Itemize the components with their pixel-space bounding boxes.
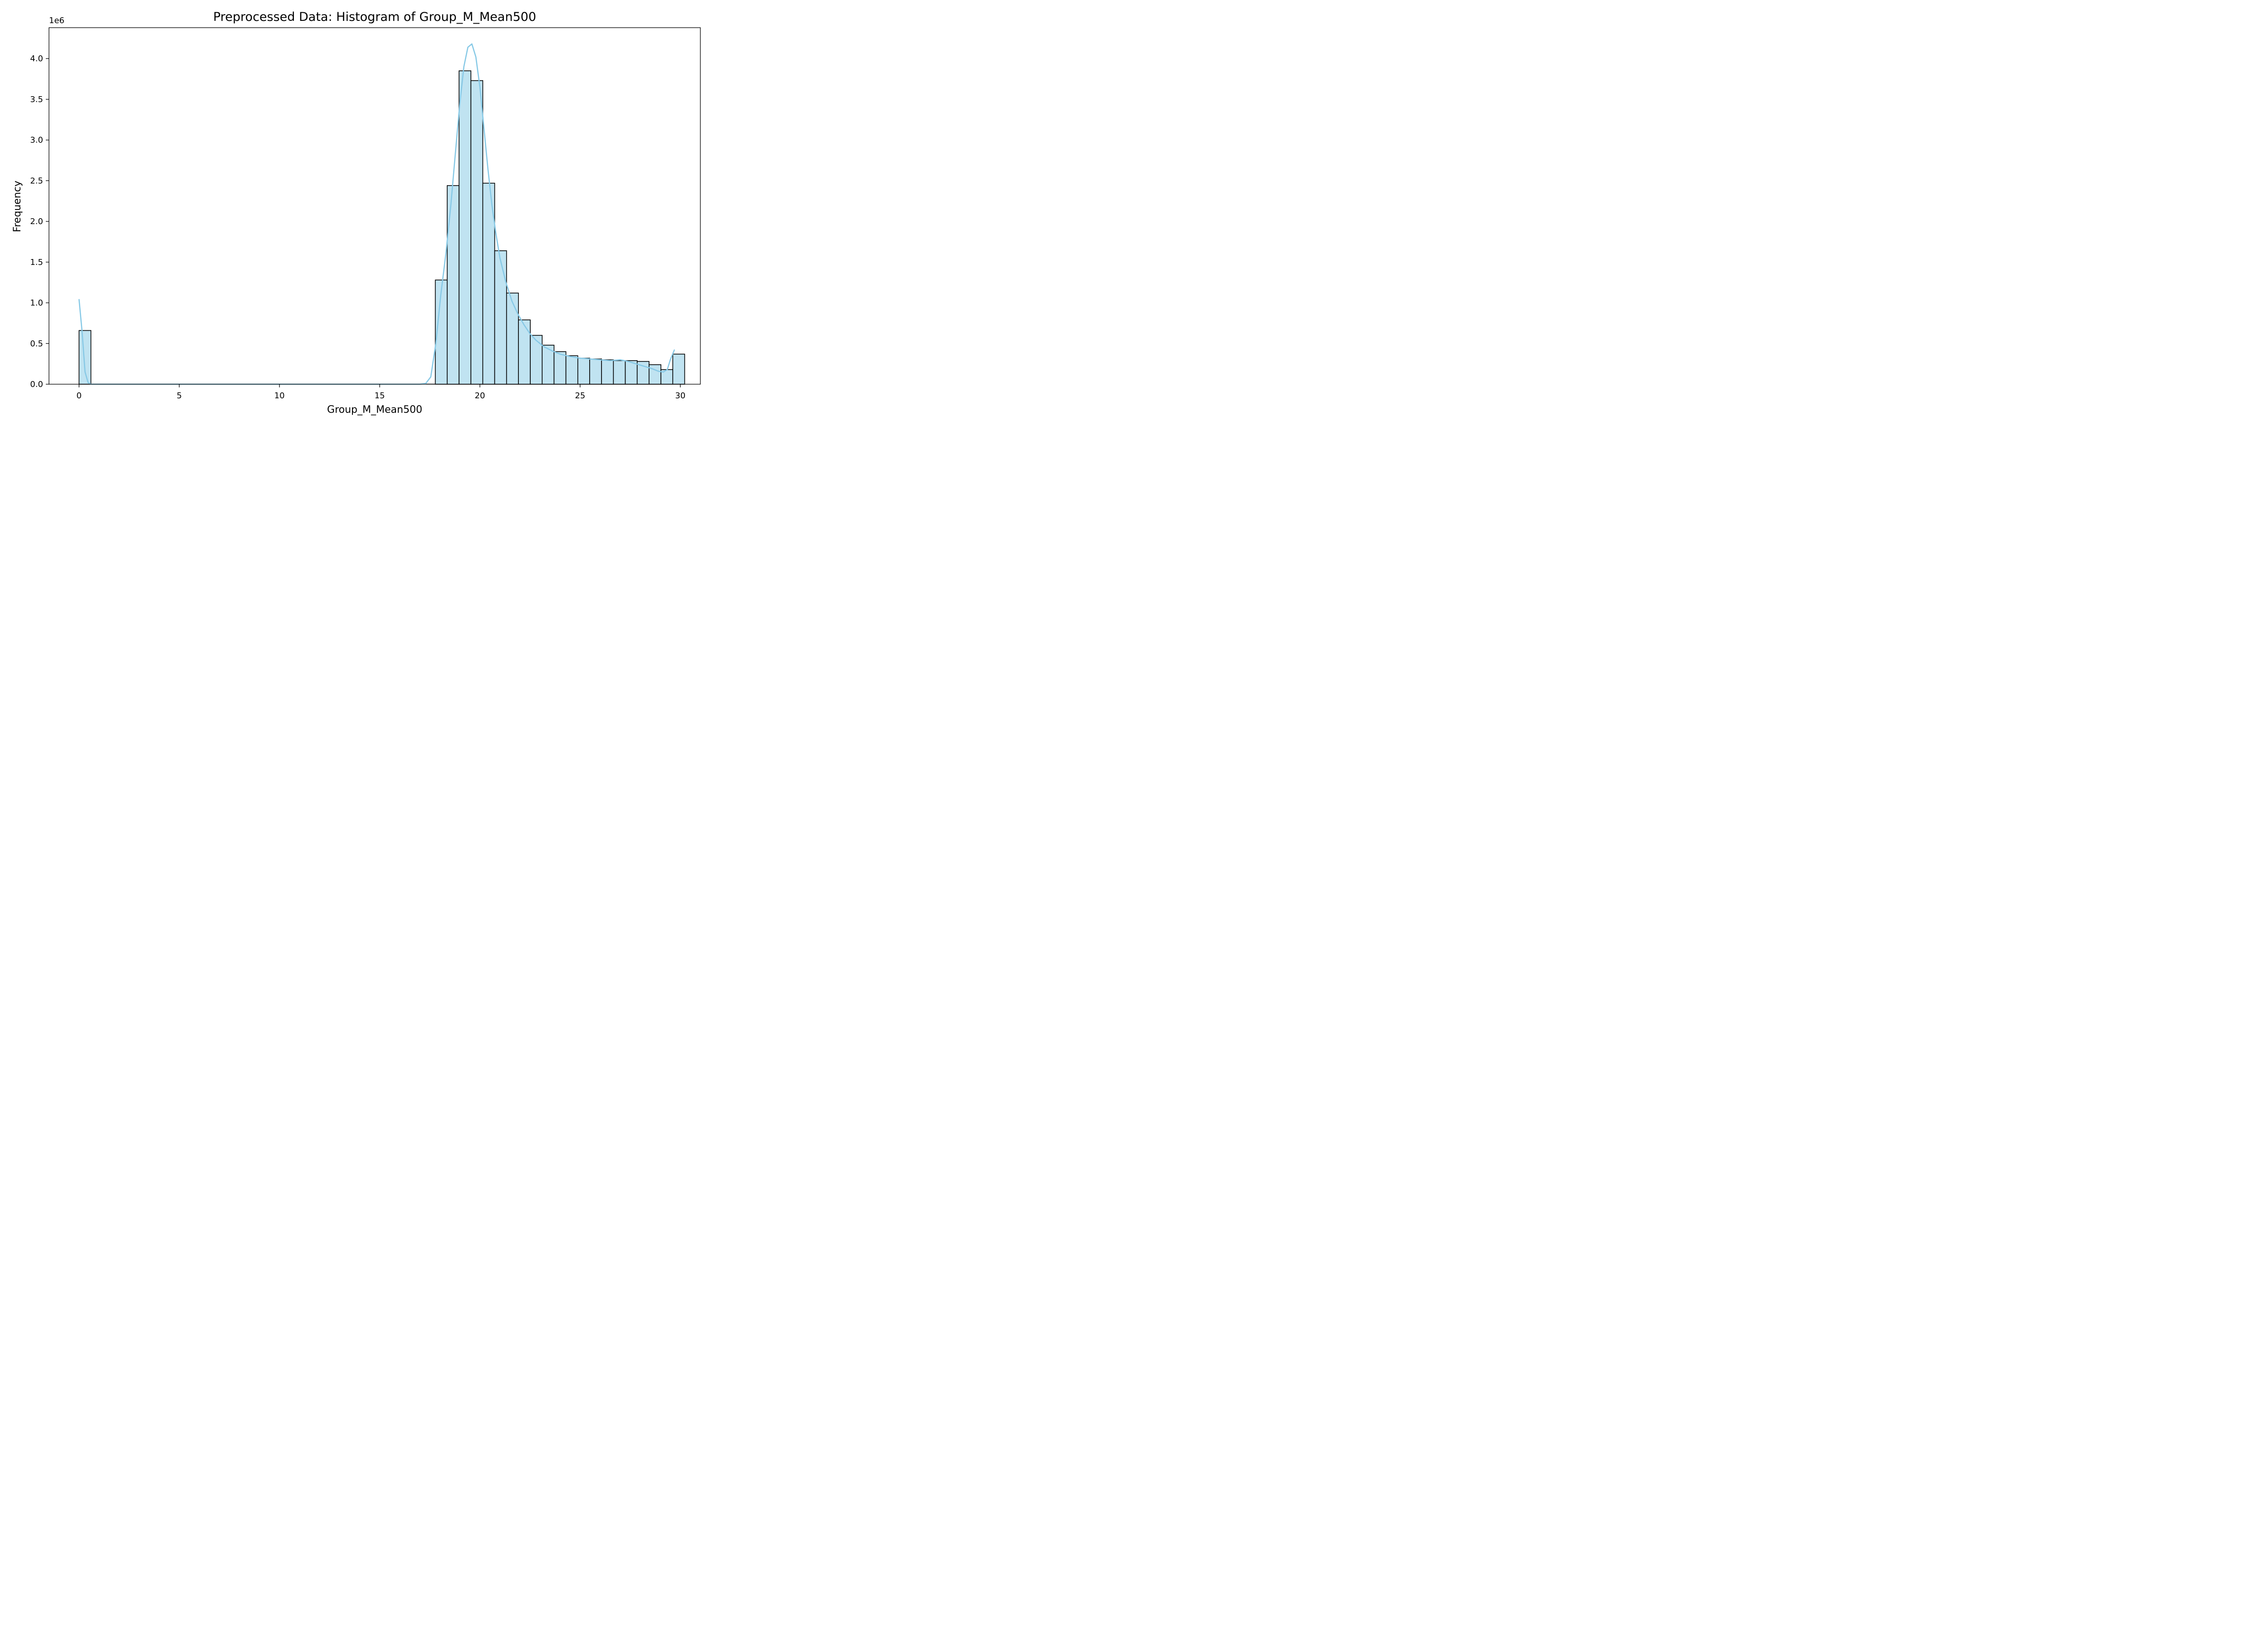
x-axis-ticks: 0 5 10 15 20 25 30: [77, 384, 685, 401]
histogram-chart: Preprocessed Data: Histogram of Group_M_…: [0, 0, 711, 426]
histogram-bar: [649, 364, 661, 385]
figure-background: [0, 0, 711, 426]
histogram-bar: [518, 319, 531, 385]
histogram-bar: [530, 335, 543, 385]
histogram-bar: [589, 358, 602, 385]
x-tick-label: 0: [77, 391, 82, 401]
x-tick-label: 25: [575, 391, 585, 401]
histogram-bar: [494, 250, 507, 385]
histogram-bar: [482, 182, 495, 385]
histogram-bar: [625, 360, 638, 385]
y-tick-label: 0.5: [30, 339, 43, 348]
histogram-bar: [565, 355, 578, 385]
y-tick-label: 1.5: [30, 258, 43, 267]
y-tick-label: 2.0: [30, 217, 43, 226]
histogram-bar: [506, 293, 519, 385]
histogram-bar: [447, 185, 459, 385]
x-tick-label: 10: [274, 391, 285, 401]
histogram-bar: [577, 357, 590, 385]
y-axis-offset-label: 1e6: [49, 16, 64, 25]
x-tick-label: 20: [475, 391, 485, 401]
y-tick-label: 3.0: [30, 136, 43, 145]
x-tick-label: 30: [675, 391, 685, 401]
plot-frame: [49, 27, 701, 385]
chart-title: Preprocessed Data: Histogram of Group_M_…: [213, 10, 536, 24]
histogram-bar: [542, 345, 555, 385]
histogram-bar: [553, 351, 567, 385]
histogram-bar: [470, 80, 484, 385]
x-tick-label: 5: [176, 391, 181, 401]
y-tick-label: 1.0: [30, 298, 43, 308]
histogram-bar: [78, 330, 92, 385]
y-tick-label: 2.5: [30, 176, 43, 186]
x-axis-label: Group_M_Mean500: [327, 404, 422, 416]
y-tick-label: 0.0: [30, 380, 43, 389]
histogram-bar: [459, 70, 471, 385]
histogram-bar: [601, 359, 614, 385]
histogram-bar: [672, 353, 685, 385]
histogram-bar: [613, 360, 626, 385]
y-axis-ticks: 0.0 0.5 1.0 1.5 2.0 2.5 3.0 3.5 4.0: [30, 54, 49, 389]
kde-line: [78, 43, 675, 385]
x-tick-label: 15: [375, 391, 385, 401]
y-tick-label: 3.5: [30, 95, 43, 104]
y-axis-label: Frequency: [12, 181, 23, 232]
y-tick-label: 4.0: [30, 54, 43, 64]
